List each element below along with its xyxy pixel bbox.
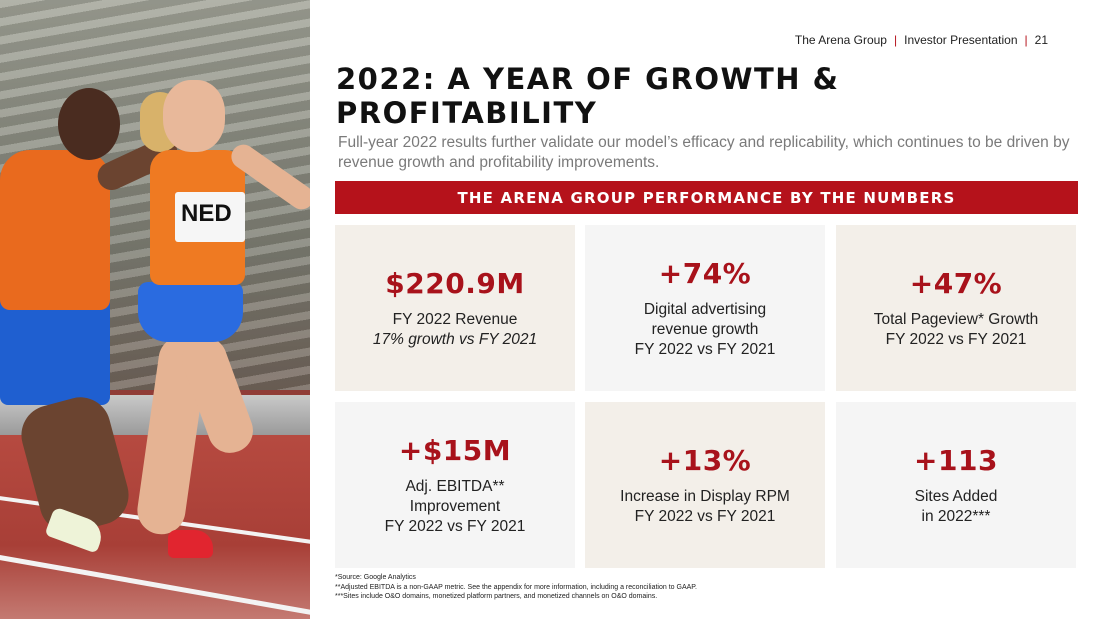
metric-card-revenue: $220.9M FY 2022 Revenue 17% growth vs FY…	[335, 225, 575, 391]
separator: |	[893, 33, 898, 47]
page-title: 2022: A YEAR OF GROWTH & PROFITABILITY	[336, 62, 840, 130]
metric-card-digital-advertising: +74% Digital advertising revenue growth …	[585, 225, 825, 391]
metric-label: revenue growth	[651, 320, 759, 338]
metric-detail: FY 2022 vs FY 2021	[634, 507, 776, 525]
metric-card-display-rpm: +13% Increase in Display RPM FY 2022 vs …	[585, 402, 825, 568]
runner-bib: NED	[175, 192, 245, 242]
metric-card-sites-added: +113 Sites Added in 2022***	[836, 402, 1076, 568]
metric-label: Sites Added	[914, 487, 998, 505]
metric-card-ebitda: +$15M Adj. EBITDA** Improvement FY 2022 …	[335, 402, 575, 568]
hero-photo: NED	[0, 0, 310, 619]
runner-two-shoe	[168, 530, 213, 558]
metric-value: +47%	[909, 266, 1003, 300]
metric-value: +113	[914, 443, 998, 477]
bib-text: NED	[181, 200, 232, 227]
footnotes: *Source: Google Analytics **Adjusted EBI…	[335, 573, 1055, 602]
runner-two-head	[163, 80, 225, 152]
metric-detail: FY 2022 vs FY 2021	[634, 340, 776, 358]
slide-header-meta: The Arena Group | Investor Presentation …	[795, 33, 1048, 47]
section-banner: THE ARENA GROUP PERFORMANCE BY THE NUMBE…	[335, 181, 1078, 214]
deck-name: Investor Presentation	[904, 33, 1018, 47]
metric-label: Digital advertising	[643, 300, 767, 318]
metric-value: $220.9M	[385, 266, 525, 300]
runner-one-jersey	[0, 150, 110, 310]
separator: |	[1024, 33, 1028, 47]
metric-label: Total Pageview* Growth	[873, 310, 1039, 328]
company-name: The Arena Group	[794, 33, 887, 47]
metric-card-pageviews: +47% Total Pageview* Growth FY 2022 vs F…	[836, 225, 1076, 391]
runner-two-shorts	[138, 282, 243, 342]
page-number: 21	[1034, 33, 1048, 47]
metric-label: Increase in Display RPM	[620, 487, 790, 505]
footnote: **Adjusted EBITDA is a non-GAAP metric. …	[335, 583, 697, 591]
footnote: ***Sites include O&O domains, monetized …	[335, 593, 658, 600]
page-subtitle: Full-year 2022 results further validate …	[338, 134, 1070, 171]
metric-value: +13%	[658, 443, 752, 477]
metric-value: +$15M	[398, 433, 512, 467]
metric-detail: in 2022***	[921, 507, 991, 525]
metric-label: Adj. EBITDA**	[405, 477, 505, 495]
metric-label: FY 2022 Revenue	[392, 310, 518, 328]
metric-detail: 17% growth vs FY 2021	[372, 330, 538, 348]
metric-detail: FY 2022 vs FY 2021	[885, 330, 1027, 348]
metric-value: +74%	[658, 256, 752, 290]
footnote: *Source: Google Analytics	[335, 574, 416, 581]
runner-one-head	[58, 88, 120, 160]
metric-label: Improvement	[409, 497, 501, 515]
metric-detail: FY 2022 vs FY 2021	[384, 517, 526, 535]
